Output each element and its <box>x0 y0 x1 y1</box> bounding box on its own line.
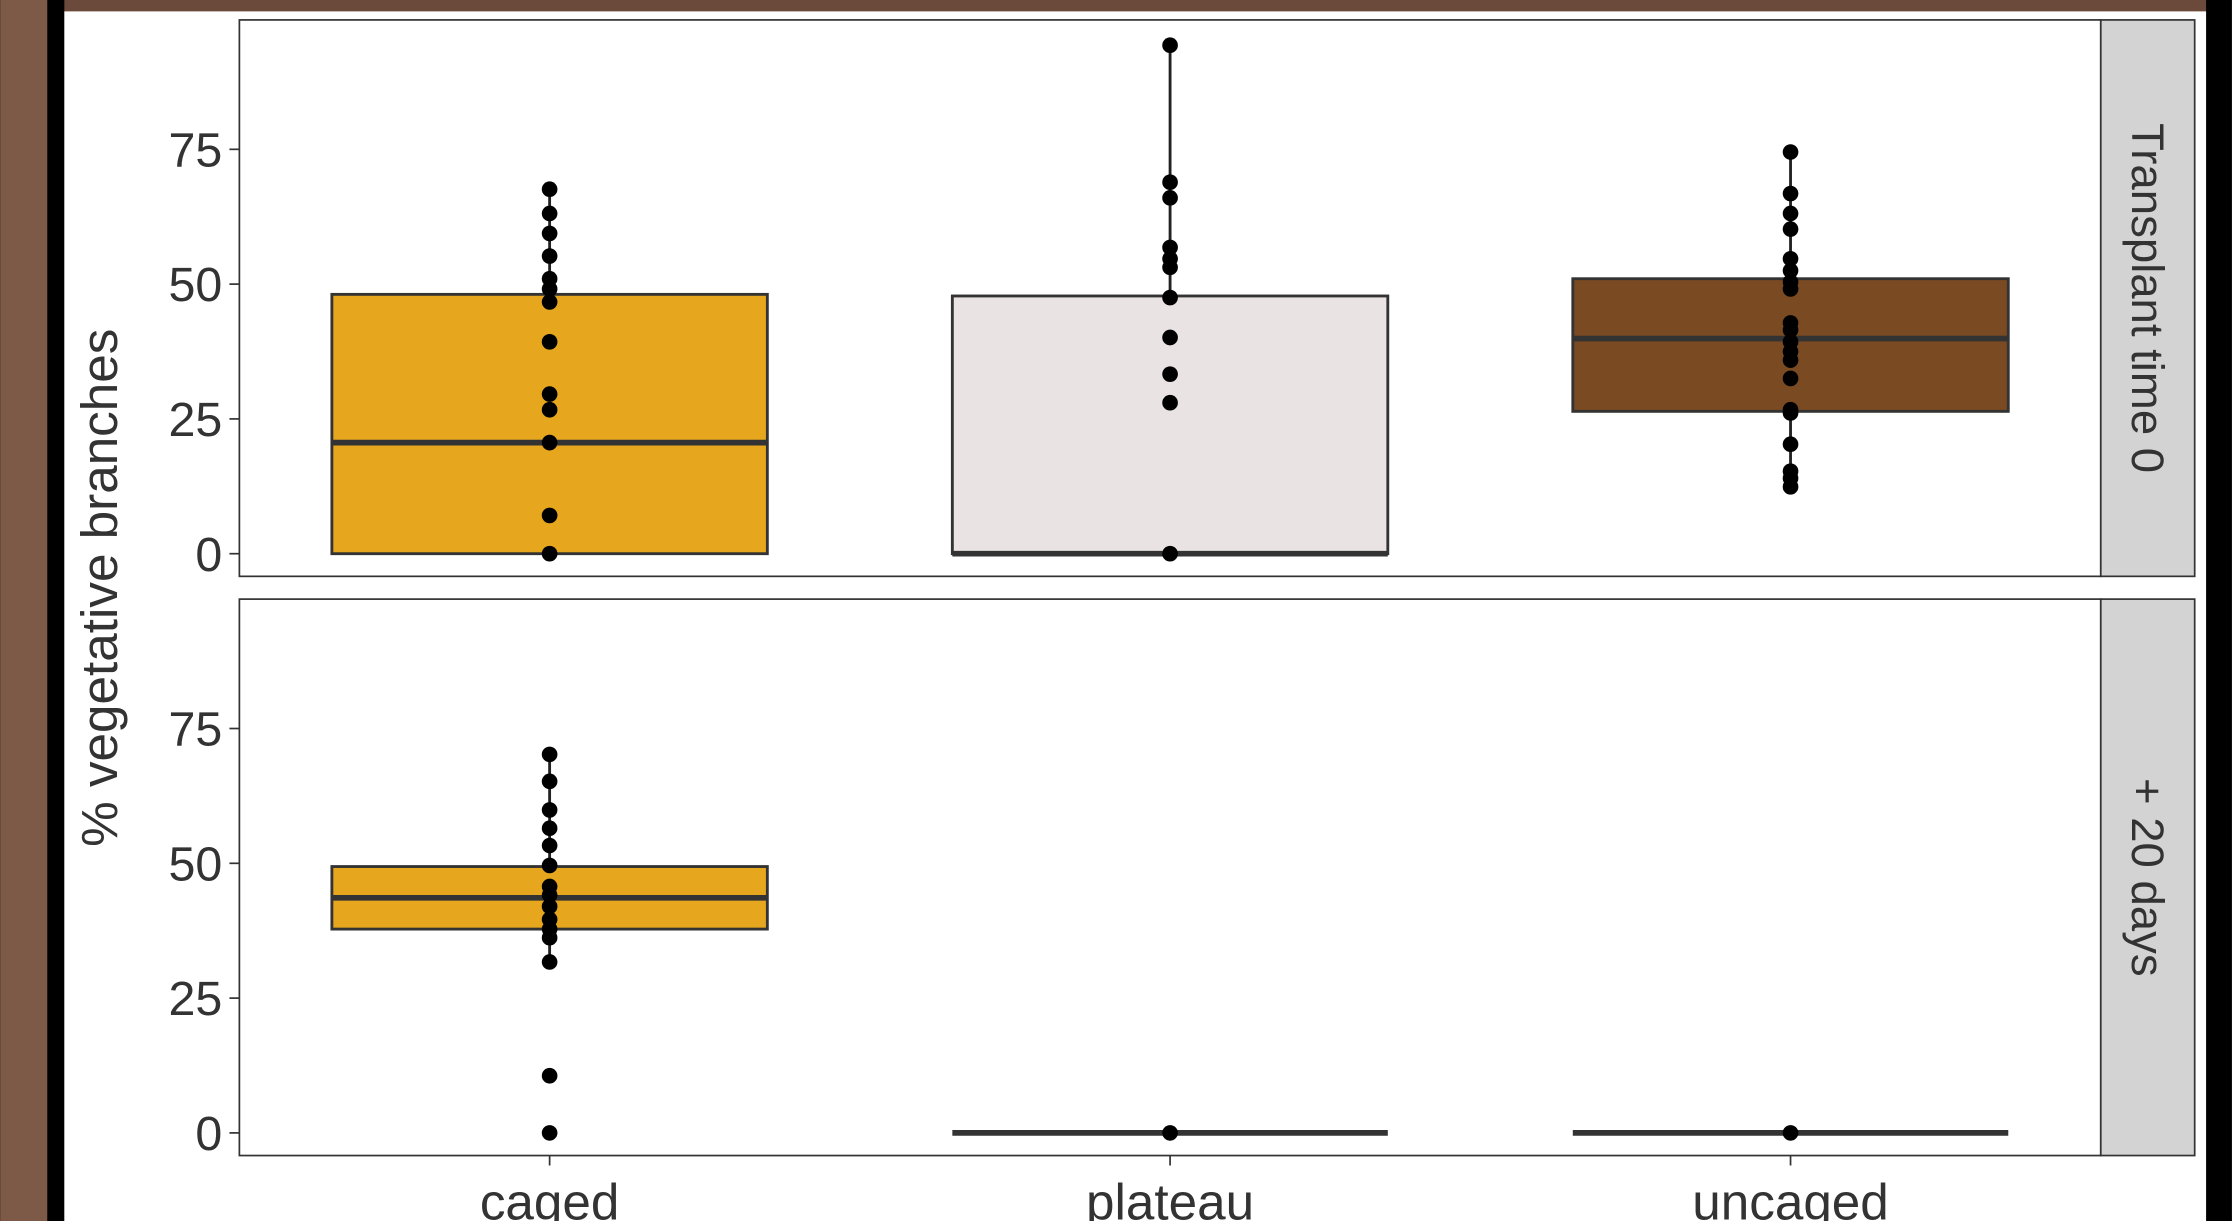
y-tick-label: 50 <box>168 258 222 312</box>
point <box>542 546 558 562</box>
page: {"chart_data": {"type": "boxplot", "y_la… <box>0 0 2232 1221</box>
point <box>1162 260 1178 276</box>
x-tick-label: plateau <box>1086 1174 1254 1221</box>
point <box>1783 221 1799 237</box>
point <box>542 226 558 242</box>
point <box>542 435 558 451</box>
strip-label: + 20 days <box>2122 778 2173 977</box>
point <box>542 838 558 854</box>
point <box>1162 290 1178 306</box>
point <box>1162 366 1178 382</box>
point <box>542 858 558 874</box>
point <box>542 820 558 836</box>
point <box>542 1068 558 1084</box>
point <box>1162 190 1178 206</box>
point <box>1783 371 1799 387</box>
point <box>542 508 558 524</box>
point <box>1162 395 1178 411</box>
point <box>542 248 558 264</box>
plot-background <box>64 11 2206 1221</box>
point <box>1783 1125 1799 1141</box>
y-axis-label: % vegetative branches <box>71 329 128 847</box>
point <box>1162 174 1178 190</box>
point <box>1162 37 1178 53</box>
y-tick-label: 25 <box>168 393 222 447</box>
point <box>542 747 558 763</box>
y-tick-label: 25 <box>168 972 222 1026</box>
point <box>542 930 558 946</box>
point <box>1162 330 1178 346</box>
point <box>1783 352 1799 368</box>
point <box>1783 186 1799 202</box>
point <box>1783 436 1799 452</box>
point <box>1783 281 1799 297</box>
frame-left <box>47 0 64 1221</box>
point <box>542 181 558 197</box>
frame-right <box>2206 0 2232 1221</box>
point <box>542 334 558 350</box>
point <box>542 206 558 222</box>
point <box>1783 405 1799 421</box>
point <box>1162 546 1178 562</box>
point <box>542 386 558 402</box>
y-tick-label: 0 <box>195 528 222 582</box>
point <box>542 774 558 790</box>
point <box>1162 1125 1178 1141</box>
point <box>542 802 558 818</box>
y-tick-label: 0 <box>195 1107 222 1161</box>
chart: % vegetative branches Transplant time 0 0… <box>0 0 2232 1221</box>
point <box>1783 206 1799 222</box>
x-tick-label: caged <box>480 1174 620 1221</box>
strip-label: Transplant time 0 <box>2122 123 2173 473</box>
y-tick-label: 75 <box>168 123 222 177</box>
point <box>542 1125 558 1141</box>
point <box>542 402 558 418</box>
point <box>1783 479 1799 495</box>
y-tick-label: 75 <box>168 703 222 757</box>
x-tick-label: uncaged <box>1692 1174 1889 1221</box>
point <box>1783 144 1799 160</box>
point <box>542 294 558 310</box>
point <box>542 954 558 970</box>
y-tick-label: 50 <box>168 837 222 891</box>
